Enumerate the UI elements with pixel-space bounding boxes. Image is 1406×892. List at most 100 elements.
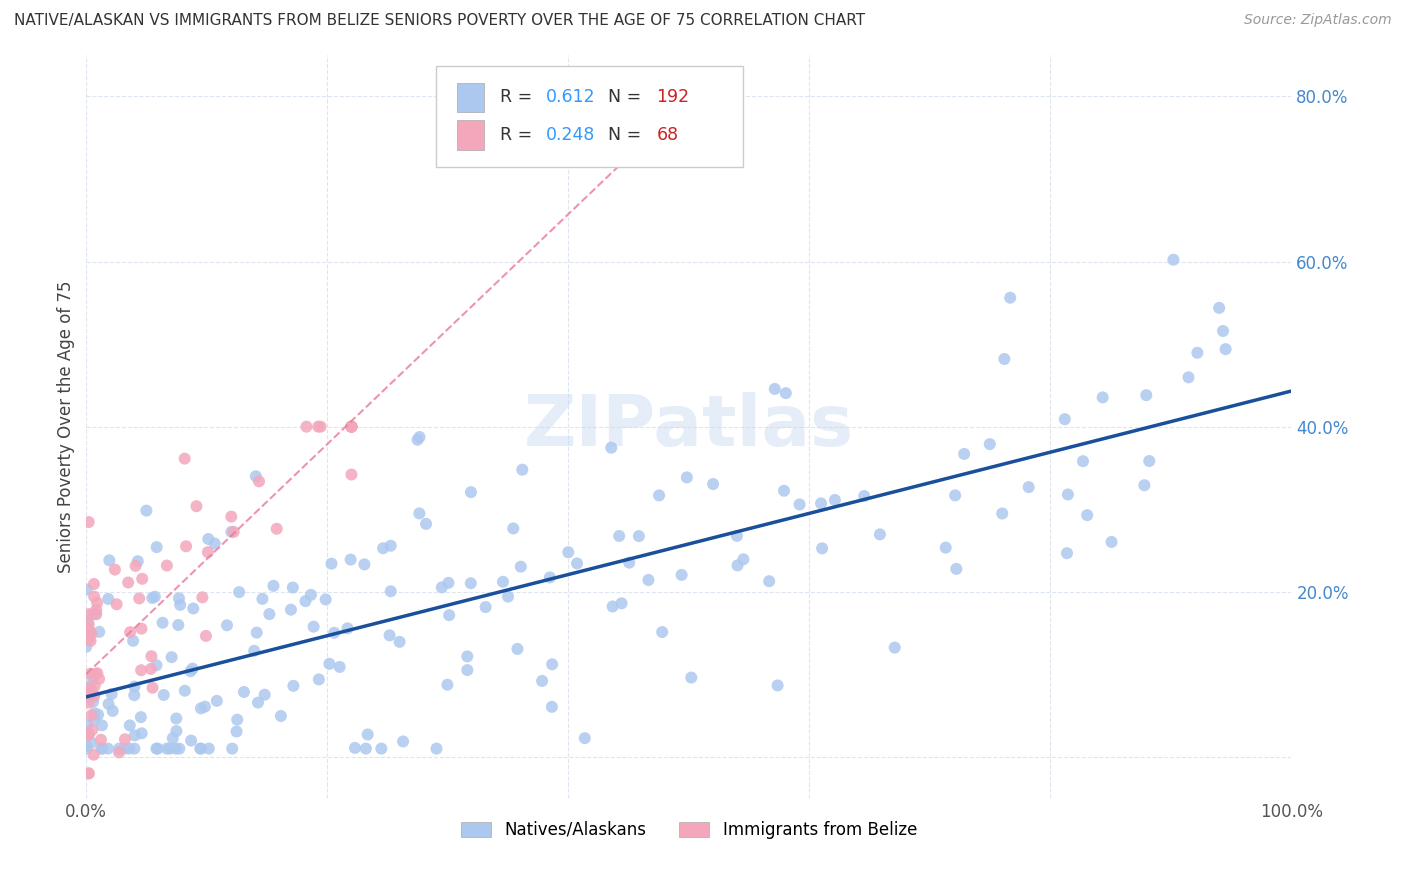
Point xyxy=(1187,345,1209,359)
Point xyxy=(77,622,100,636)
Point xyxy=(80,607,103,622)
Point xyxy=(162,731,184,746)
Point xyxy=(758,574,780,589)
Point xyxy=(329,660,352,674)
Point xyxy=(188,741,211,756)
Point xyxy=(124,728,146,742)
Point xyxy=(775,386,797,401)
Text: Source: ZipAtlas.com: Source: ZipAtlas.com xyxy=(1244,13,1392,28)
Point xyxy=(131,726,153,740)
Point xyxy=(226,713,249,727)
Point xyxy=(83,679,105,693)
Point xyxy=(75,739,97,754)
Point xyxy=(259,607,281,621)
Point xyxy=(86,666,108,681)
Point xyxy=(702,477,724,491)
Point xyxy=(169,598,191,612)
Point xyxy=(79,627,101,641)
Point xyxy=(1071,454,1094,468)
Point xyxy=(77,632,100,646)
Point xyxy=(112,741,135,756)
Point xyxy=(993,351,1015,366)
Point xyxy=(456,663,478,677)
Y-axis label: Seniors Poverty Over the Age of 75: Seniors Poverty Over the Age of 75 xyxy=(58,280,75,573)
Point xyxy=(83,689,105,703)
Point xyxy=(76,741,98,756)
Point xyxy=(124,558,146,573)
Point xyxy=(83,747,105,762)
Point xyxy=(104,563,127,577)
Point xyxy=(194,699,217,714)
Point xyxy=(77,766,100,780)
Point xyxy=(648,488,671,502)
Point xyxy=(143,590,166,604)
Point xyxy=(75,640,97,654)
Point xyxy=(76,718,98,732)
Point xyxy=(84,607,107,621)
Point xyxy=(118,741,141,756)
Point xyxy=(165,724,187,739)
Point xyxy=(574,731,596,746)
Point xyxy=(90,741,112,756)
Point xyxy=(565,557,588,571)
Point xyxy=(135,503,157,517)
Point xyxy=(671,567,693,582)
Point xyxy=(299,588,322,602)
Point xyxy=(824,493,846,508)
Point xyxy=(600,441,623,455)
Point xyxy=(789,498,811,512)
Point xyxy=(502,521,524,535)
Point xyxy=(340,419,363,434)
Point xyxy=(84,603,107,617)
Point xyxy=(727,558,749,573)
Point xyxy=(89,624,111,639)
Point xyxy=(283,679,305,693)
Text: 68: 68 xyxy=(657,126,679,144)
Point xyxy=(82,671,104,685)
Point xyxy=(1053,412,1076,426)
Point xyxy=(141,681,163,695)
Point xyxy=(1137,454,1160,468)
Point xyxy=(619,556,641,570)
Point xyxy=(82,723,104,737)
Point xyxy=(1018,480,1040,494)
Point xyxy=(308,673,330,687)
Point xyxy=(430,581,453,595)
Point xyxy=(725,529,748,543)
Point xyxy=(127,554,149,568)
Point xyxy=(122,633,145,648)
Point xyxy=(77,728,100,742)
Point xyxy=(541,657,564,672)
Point xyxy=(180,733,202,747)
Point xyxy=(87,672,110,686)
Point xyxy=(186,499,208,513)
Point xyxy=(437,608,460,623)
Point xyxy=(1212,324,1234,338)
Point xyxy=(437,575,460,590)
Point xyxy=(77,515,100,529)
Point xyxy=(79,679,101,693)
Text: N =: N = xyxy=(609,88,647,106)
Point xyxy=(83,590,105,604)
Point xyxy=(380,584,402,599)
Point xyxy=(77,617,100,632)
Point xyxy=(204,536,226,550)
Point xyxy=(90,732,112,747)
Point xyxy=(408,507,430,521)
Point xyxy=(602,599,624,614)
Point xyxy=(991,507,1014,521)
Point xyxy=(105,597,128,611)
Point xyxy=(77,684,100,698)
Point xyxy=(141,649,163,664)
Point xyxy=(883,640,905,655)
Point xyxy=(118,718,141,732)
Point xyxy=(190,701,212,715)
Point xyxy=(246,625,269,640)
Point xyxy=(120,625,142,640)
Point xyxy=(243,644,266,658)
Point xyxy=(222,524,245,539)
Point xyxy=(1091,391,1114,405)
Point xyxy=(281,581,304,595)
Point xyxy=(637,573,659,587)
Point xyxy=(82,695,104,709)
